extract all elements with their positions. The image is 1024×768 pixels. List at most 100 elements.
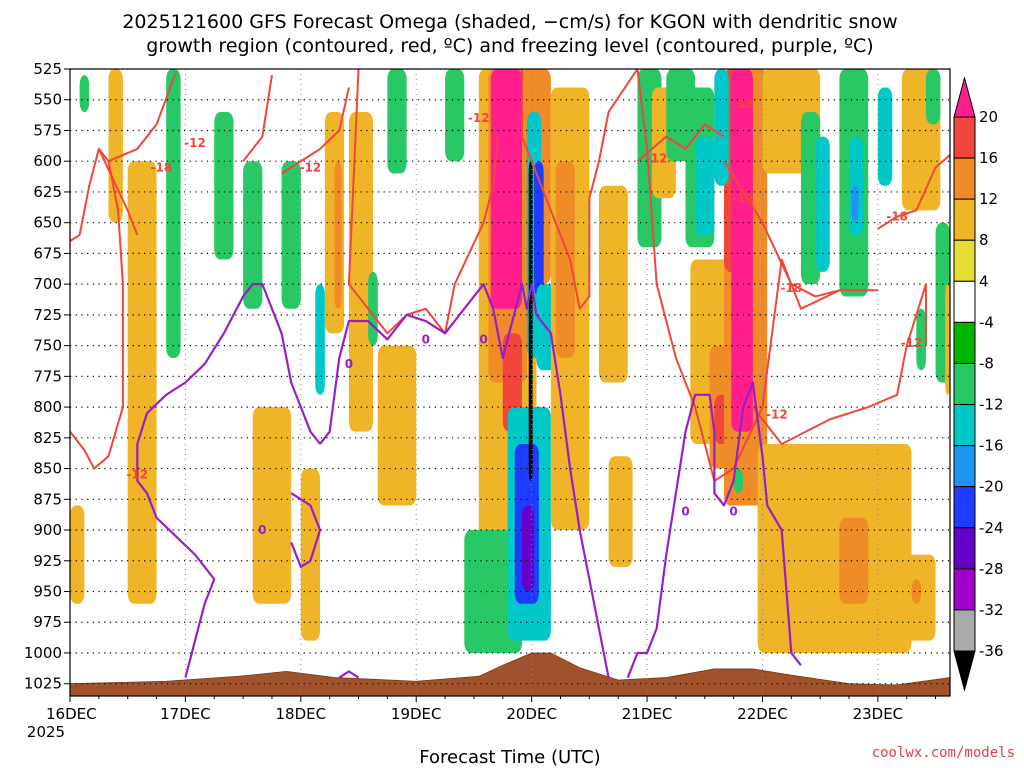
contour-red-minus12	[281, 87, 350, 175]
omega-cell	[300, 468, 321, 641]
omega-cell	[839, 517, 869, 604]
colorbar-segment	[953, 568, 976, 611]
contour-red-minus12	[347, 69, 499, 335]
omega-cell	[214, 112, 234, 260]
contour-purple-zero	[338, 670, 360, 679]
contour-label: 0	[729, 505, 737, 519]
colorbar-segment	[953, 157, 976, 200]
x-tick-label: 16DEC	[46, 705, 97, 723]
colorbar-tick-label: -20	[979, 478, 1004, 496]
y-tick-label: 700	[33, 275, 62, 293]
y-tick-label: 925	[33, 552, 62, 570]
x-tick-label: 18DEC	[276, 705, 327, 723]
y-tick-label: 725	[33, 306, 62, 324]
omega-cell	[79, 75, 90, 113]
y-tick-label: 975	[33, 613, 62, 631]
omega-cell	[733, 468, 744, 494]
y-tick-label: 850	[33, 460, 62, 478]
contour-label: 0	[479, 332, 487, 346]
x-axis: 16DEC 17DEC 18DEC 19DEC 20DEC 21DEC 22DEC 23DEC	[46, 696, 937, 723]
colorbar-segment	[953, 239, 976, 282]
y-tick-label: 800	[33, 398, 62, 416]
contour-label: -12	[126, 468, 148, 482]
omega-cell	[127, 161, 157, 604]
y-tick-label: 600	[33, 152, 62, 170]
omega-cell	[368, 271, 378, 346]
omega-cell	[695, 136, 715, 235]
omega-cell	[925, 69, 941, 125]
contour-label: -12	[468, 111, 490, 125]
y-tick-label: 825	[33, 429, 62, 447]
omega-cell	[348, 112, 373, 432]
omega-cell	[528, 161, 533, 481]
contour-label: -12	[766, 407, 788, 421]
colorbar-tick-label: -36	[979, 642, 1004, 660]
colorbar-top-arrow	[953, 76, 976, 118]
colorbar-segment	[953, 609, 976, 652]
omega-cell	[281, 161, 301, 309]
omega-cell	[70, 505, 85, 604]
colorbar-segment	[953, 404, 976, 447]
x-tick-label: 23DEC	[853, 705, 904, 723]
colorbar-tick-label: -24	[979, 519, 1004, 537]
contour-label: -12	[646, 152, 668, 166]
contour-label: -18	[780, 281, 802, 295]
y-tick-label: 900	[33, 521, 62, 539]
y-tick-label: 525	[33, 60, 62, 78]
chart-title-line-2: growth region (contoured, red, ºC) and f…	[146, 35, 873, 57]
contour-red-minus12	[108, 72, 177, 163]
omega-cell	[731, 69, 753, 432]
y-tick-label: 750	[33, 337, 62, 355]
contour-labels: -12 -18 -12 -12 -12 -12 -18 -12 -18 -18 -12 -12 0 0 0 0…	[126, 96, 922, 537]
colorbar-tick-label: 20	[979, 108, 998, 126]
y-tick-label: 775	[33, 367, 62, 385]
plot-frame	[69, 68, 951, 697]
omega-cell	[815, 136, 830, 272]
x-axis-label: Forecast Time (UTC)	[419, 747, 600, 768]
y-tick-label: 875	[33, 490, 62, 508]
omega-cell	[608, 456, 633, 567]
y-axis: 525 550 575 600 625 650 675 700 725 750 775 800 825 8…	[24, 60, 70, 693]
contour-purple-zero	[319, 283, 610, 678]
y-tick-label: 550	[33, 91, 62, 109]
contour-label: -18	[886, 210, 908, 224]
contour-red-minus12	[636, 123, 725, 162]
colorbar-segment	[953, 445, 976, 488]
colorbar-segment	[953, 116, 976, 159]
x-tick-label: 22DEC	[737, 705, 788, 723]
omega-shading	[70, 69, 950, 653]
contour-label: -12	[732, 191, 754, 205]
omega-cell	[334, 161, 342, 309]
x-axis-year: 2025	[27, 723, 65, 741]
colorbar-bottom-arrow	[953, 650, 976, 692]
chart-title-line-1: 2025121600 GFS Forecast Omega (shaded, −…	[122, 11, 897, 33]
y-tick-label: 575	[33, 121, 62, 139]
colorbar-segment	[953, 321, 976, 364]
x-tick-label: 21DEC	[622, 705, 673, 723]
contour-red-minus18	[636, 69, 840, 482]
colorbar-tick-label: 8	[979, 231, 989, 249]
contour-label: -18	[732, 96, 754, 110]
terrain-layer	[70, 652, 950, 696]
terrain-surface	[70, 652, 950, 696]
colorbar-tick-label: -12	[979, 396, 1004, 414]
omega-cell	[445, 69, 465, 162]
contour-label: -12	[901, 336, 923, 350]
y-tick-label: 1000	[24, 644, 62, 662]
y-tick-label: 950	[33, 583, 62, 601]
contour-label: -12	[300, 160, 322, 174]
colorbar: 20 16 12 8 4 -4 -8 -12 -16 -20 -24 -28 -32 -36	[953, 76, 1004, 692]
y-tick-label: 650	[33, 214, 62, 232]
y-tick-label: 675	[33, 244, 62, 262]
x-tick-label: 20DEC	[506, 705, 557, 723]
colorbar-segment	[953, 486, 976, 529]
omega-cell	[490, 69, 523, 309]
colorbar-tick-label: 16	[979, 149, 998, 167]
contour-purple-zero	[290, 492, 322, 569]
contour-label: 0	[422, 332, 430, 346]
omega-cell	[315, 284, 325, 395]
omega-cell	[851, 185, 859, 223]
contour-red-minus12	[752, 283, 927, 445]
colorbar-tick-label: -16	[979, 437, 1004, 455]
contour-red-minus12	[877, 154, 950, 230]
